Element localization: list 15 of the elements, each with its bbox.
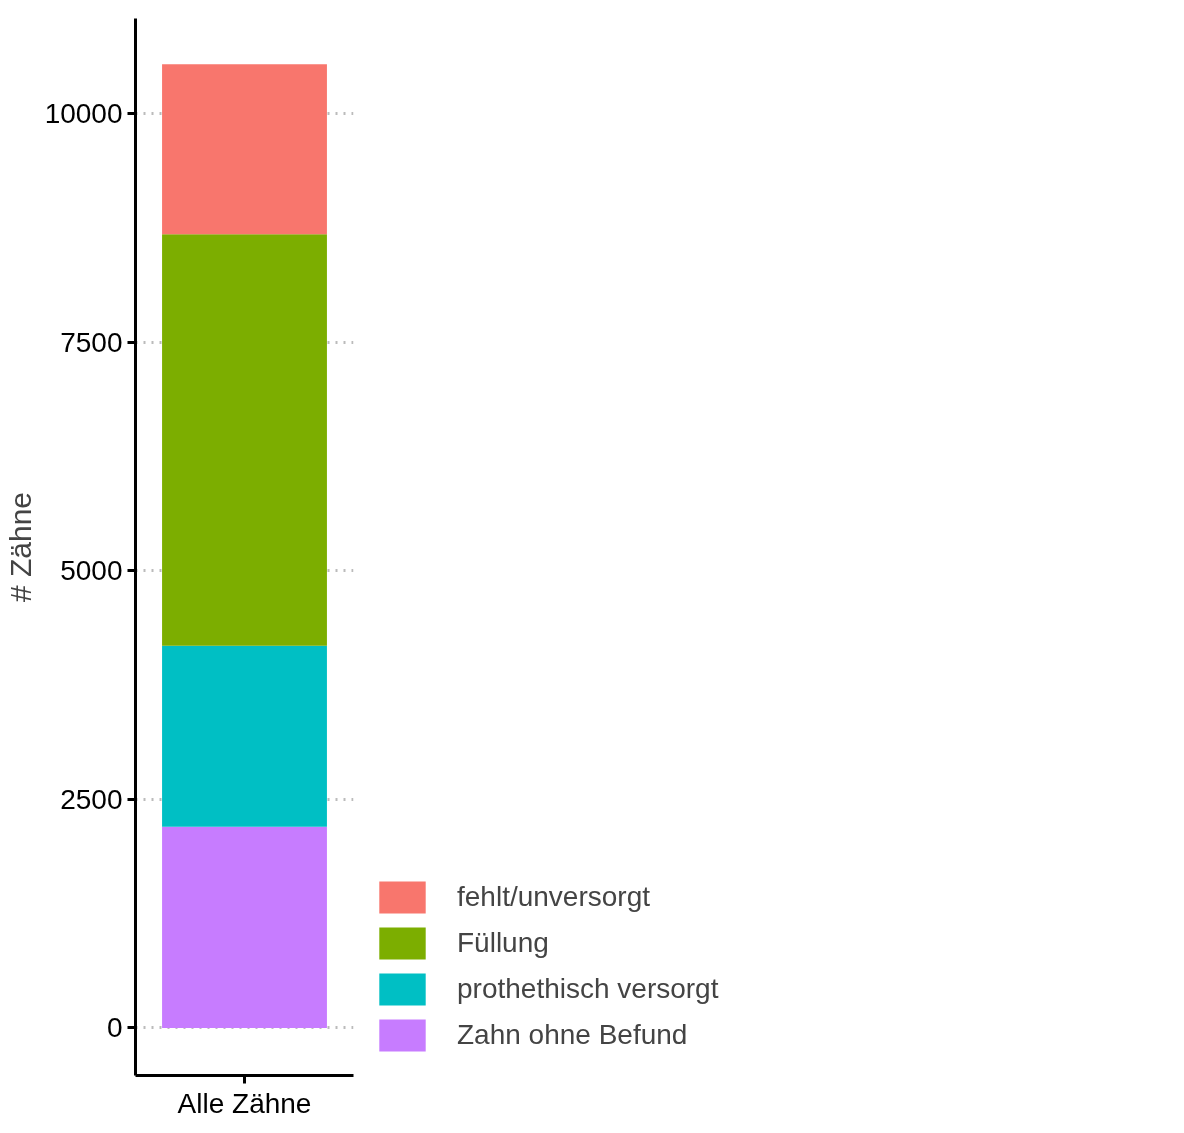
x-tick-label: Alle Zähne [177, 1087, 312, 1119]
y-tick-label: 2500 [60, 783, 123, 815]
legend-label: Füllung [457, 927, 549, 959]
y-tick-label: 0 [106, 1012, 123, 1044]
bar [162, 234, 327, 646]
y-tick-label: 5000 [60, 555, 123, 587]
legend-label: prothethisch versorgt [457, 973, 719, 1005]
legend-label: fehlt/unversorgt [457, 881, 650, 913]
bar [162, 826, 327, 1028]
y-tick-label: 10000 [44, 98, 123, 130]
legend-label: Zahn ohne Befund [457, 1019, 688, 1051]
bar [162, 645, 327, 827]
bar [162, 64, 327, 235]
y-tick-label: 7500 [60, 326, 123, 358]
y-axis-title: # Zähne [3, 491, 37, 603]
